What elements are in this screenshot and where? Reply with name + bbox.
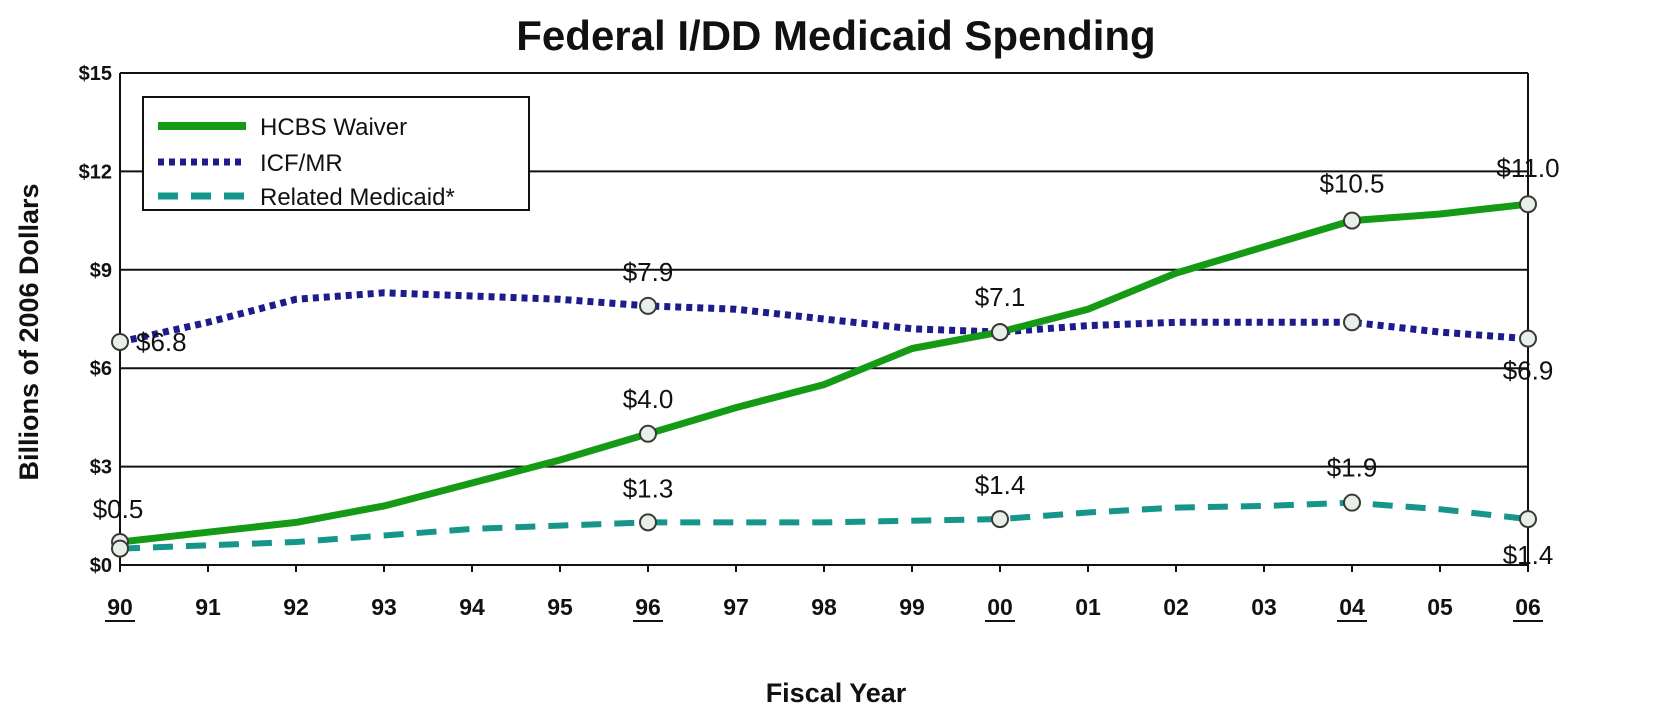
legend-label-hcbs: HCBS Waiver: [260, 114, 407, 141]
x-tick-label: 04: [1339, 594, 1365, 620]
data-label: $1.4: [975, 470, 1026, 500]
data-point-marker: [1519, 195, 1537, 214]
x-tick-label: 01: [1075, 594, 1101, 620]
data-point-marker: [991, 323, 1009, 342]
x-tick-label: 05: [1427, 594, 1453, 620]
data-label: $4.0: [623, 384, 674, 414]
x-tick-label: 92: [283, 594, 309, 620]
x-tick-label: 02: [1163, 594, 1189, 620]
x-tick-label: 99: [899, 594, 925, 620]
data-point-marker: [639, 424, 657, 443]
data-point-marker: [1343, 313, 1361, 332]
data-point-marker: [1343, 493, 1361, 512]
data-point-marker: [639, 296, 657, 315]
data-label: $7.9: [623, 257, 674, 287]
x-tick-label: 06: [1515, 594, 1541, 620]
x-tick-label: 96: [635, 594, 661, 620]
data-label: $1.4: [1503, 540, 1554, 570]
series-group: [119, 200, 1529, 552]
y-tick-label: $6: [90, 358, 112, 380]
x-tick-label: 97: [723, 594, 749, 620]
legend-label-icf: ICF/MR: [260, 150, 343, 177]
data-label: $0.5: [93, 494, 144, 524]
data-point-marker: [1519, 329, 1537, 348]
x-tick-label: 90: [107, 594, 133, 620]
data-label: $6.9: [1503, 356, 1554, 386]
data-label: $6.8: [136, 327, 187, 357]
data-point-marker: [639, 513, 657, 532]
legend: HCBS Waiver ICF/MR Related Medicaid*: [142, 96, 530, 211]
series-line-icf-mr: [119, 289, 1529, 346]
axes: $0 $3 $6 $9 $12 $15 90 91 92 93 94 95 96 97 98 99 00 01 02…: [79, 63, 1543, 622]
data-point-marker: [991, 510, 1009, 529]
x-axis-title: Fiscal Year: [766, 678, 907, 708]
x-tick-label: 98: [811, 594, 837, 620]
x-tick-label: 93: [371, 594, 397, 620]
data-point-marker: [1343, 211, 1361, 230]
markers-group: [111, 195, 1537, 558]
data-point-marker: [111, 332, 129, 351]
legend-box: [142, 96, 530, 211]
data-label: $1.9: [1327, 453, 1378, 483]
x-tick-label: 03: [1251, 594, 1277, 620]
x-tick-label: 94: [459, 594, 485, 620]
series-line-hcbs-waiver: [119, 200, 1529, 546]
series-line-related-medicaid: [119, 499, 1529, 552]
chart-title: Federal I/DD Medicaid Spending: [516, 12, 1155, 59]
y-tick-label: $0: [90, 555, 112, 577]
y-tick-label: $12: [79, 161, 112, 183]
data-label: $7.1: [975, 282, 1026, 312]
legend-label-related: Related Medicaid*: [260, 184, 455, 211]
y-tick-label: $9: [90, 260, 112, 282]
y-tick-label: $15: [79, 63, 112, 85]
x-tick-label: 95: [547, 594, 573, 620]
data-label: $11.0: [1496, 153, 1559, 183]
data-labels-group: $0.5 $4.0 $7.1 $10.5 $11.0 $6.8 $7.9 $6.9 $1.3 $1…: [93, 153, 1560, 570]
x-tick-label: 00: [987, 594, 1013, 620]
x-tick-label: 91: [195, 594, 221, 620]
data-label: $1.3: [623, 473, 674, 503]
data-label: $10.5: [1319, 169, 1384, 199]
y-axis-title: Billions of 2006 Dollars: [14, 183, 44, 480]
y-tick-label: $3: [90, 457, 112, 479]
data-point-marker: [1519, 510, 1537, 529]
data-point-marker: [111, 539, 129, 558]
